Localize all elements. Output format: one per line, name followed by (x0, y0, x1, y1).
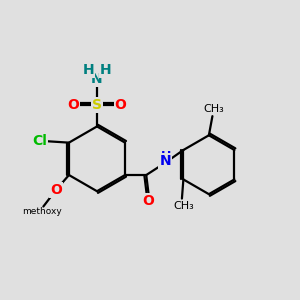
Text: O: O (50, 183, 62, 197)
Text: N: N (91, 72, 103, 86)
Text: CH₃: CH₃ (204, 104, 225, 114)
Text: O: O (68, 98, 80, 112)
Text: H: H (82, 63, 94, 77)
Text: H: H (100, 63, 112, 77)
Text: O: O (143, 194, 154, 208)
Text: H: H (161, 150, 171, 163)
Text: N: N (160, 154, 171, 169)
Text: S: S (92, 98, 102, 112)
Text: O: O (115, 98, 127, 112)
Text: CH₃: CH₃ (173, 201, 194, 211)
Text: methoxy: methoxy (22, 207, 62, 216)
Text: Cl: Cl (32, 134, 47, 148)
